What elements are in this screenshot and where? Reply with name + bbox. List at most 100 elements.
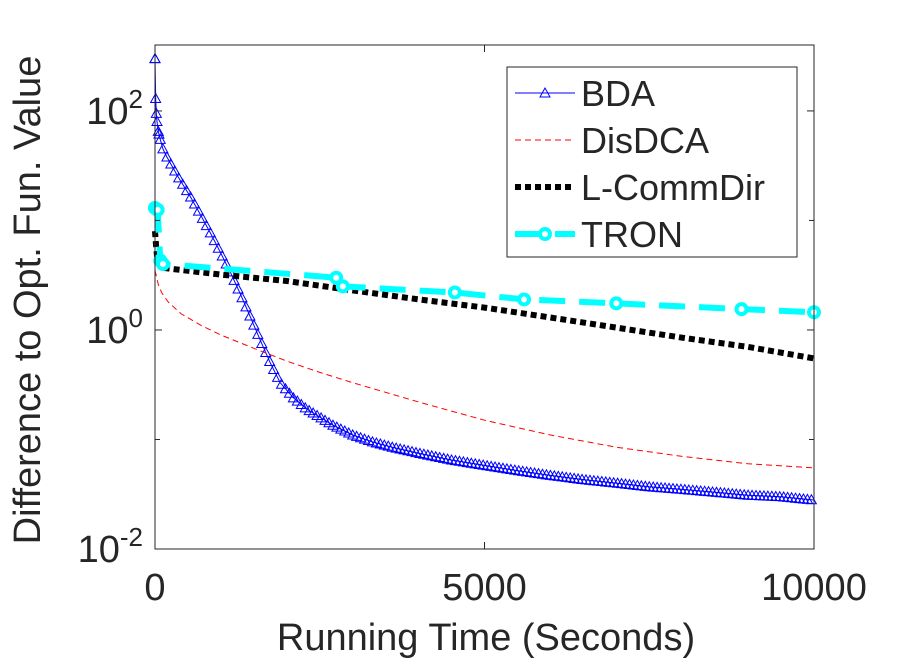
x-tick-label: 5000 [442,567,527,609]
marker-bda [153,128,165,139]
marker-bda [512,464,525,476]
marker-bda [279,382,292,394]
marker-bda [244,309,256,321]
marker-tron [447,285,462,300]
marker-bda [536,468,549,479]
marker-bda [540,468,553,480]
marker-bda [263,355,276,366]
marker-bda [425,449,438,461]
x-tick-label: 10000 [761,567,867,609]
marker-bda [437,452,450,463]
marker-bda [275,378,288,389]
marker-tron [517,292,532,307]
y-tick-label: 10-2 [78,522,143,571]
marker-bda [556,470,569,482]
marker-bda [188,198,201,209]
marker-tron [734,302,749,317]
legend-label: TRON [581,214,683,255]
marker-tron [155,257,170,272]
marker-bda [441,453,454,464]
legend: BDA DisDCA L-CommDir TRON [506,66,798,258]
marker-bda [508,464,521,475]
marker-bda [445,453,458,465]
marker-bda [548,469,561,481]
marker-bda [154,133,167,144]
marker-tron [335,279,350,294]
marker-bda [473,458,486,470]
legend-marker [538,227,552,241]
marker-bda [572,472,584,484]
marker-bda [149,92,162,103]
marker-bda [552,470,565,481]
marker-bda [418,448,430,459]
marker-bda [168,164,181,176]
marker-bda [216,250,229,261]
marker-bda [248,319,260,330]
legend-entry-tron: TRON [515,214,683,255]
marker-bda [485,460,497,471]
marker-bda [493,461,505,473]
marker-bda [192,205,205,216]
marker-bda [501,462,513,474]
y-tick-label: 102 [86,84,143,133]
marker-bda [465,457,478,468]
marker-bda [208,234,221,246]
marker-bda [421,449,434,460]
legend-marker [539,86,551,98]
x-axis-label: Running Time (Seconds) [277,617,695,659]
marker-bda [461,456,474,468]
marker-bda [295,398,308,410]
legend-entry-l-commdir: L-CommDir [515,167,765,208]
legend-label: L-CommDir [581,167,765,208]
series-bda [149,52,818,505]
marker-bda [151,115,163,127]
marker-bda [291,395,304,406]
marker-bda [433,451,446,463]
series-line-disdca [154,270,815,469]
marker-bda [212,242,225,253]
marker-bda [449,454,462,466]
series-disdca [154,270,815,469]
marker-bda [560,471,573,482]
legend-entry-disdca: DisDCA [515,120,709,161]
marker-bda [271,371,284,382]
marker-bda [481,459,493,471]
marker-bda [489,461,501,472]
marker-tron [609,296,624,311]
marker-bda [283,387,296,398]
marker-bda [516,465,529,476]
marker-bda [196,212,209,223]
legend-label: DisDCA [581,120,709,161]
marker-bda [255,337,268,349]
legend-entry-bda: BDA [515,73,655,114]
marker-bda [477,459,490,470]
marker-bda [157,142,169,154]
legend-label: BDA [581,73,655,114]
marker-bda [240,300,252,312]
x-tick-label: 0 [144,567,165,609]
marker-tron [150,202,165,217]
marker-bda [524,466,537,478]
marker-bda [200,219,213,231]
marker-bda [528,467,541,478]
y-tick-label: 100 [86,303,143,352]
marker-bda [204,226,217,238]
marker-bda [251,328,264,339]
marker-bda [176,178,189,189]
marker-bda [152,125,165,136]
marker-bda [429,450,442,462]
marker-bda [469,457,482,469]
marker-bda [497,462,509,473]
marker-bda [457,455,470,467]
marker-bda [520,465,533,477]
marker-bda [164,157,177,169]
marker-bda [180,184,193,196]
marker-bda [414,447,426,458]
marker-bda [453,455,466,466]
series-layer [148,52,821,505]
marker-bda [532,467,545,479]
legend-box [506,66,798,258]
marker-bda [267,363,280,375]
y-axis-label: Difference to Opt. Fun. Value [7,56,49,545]
